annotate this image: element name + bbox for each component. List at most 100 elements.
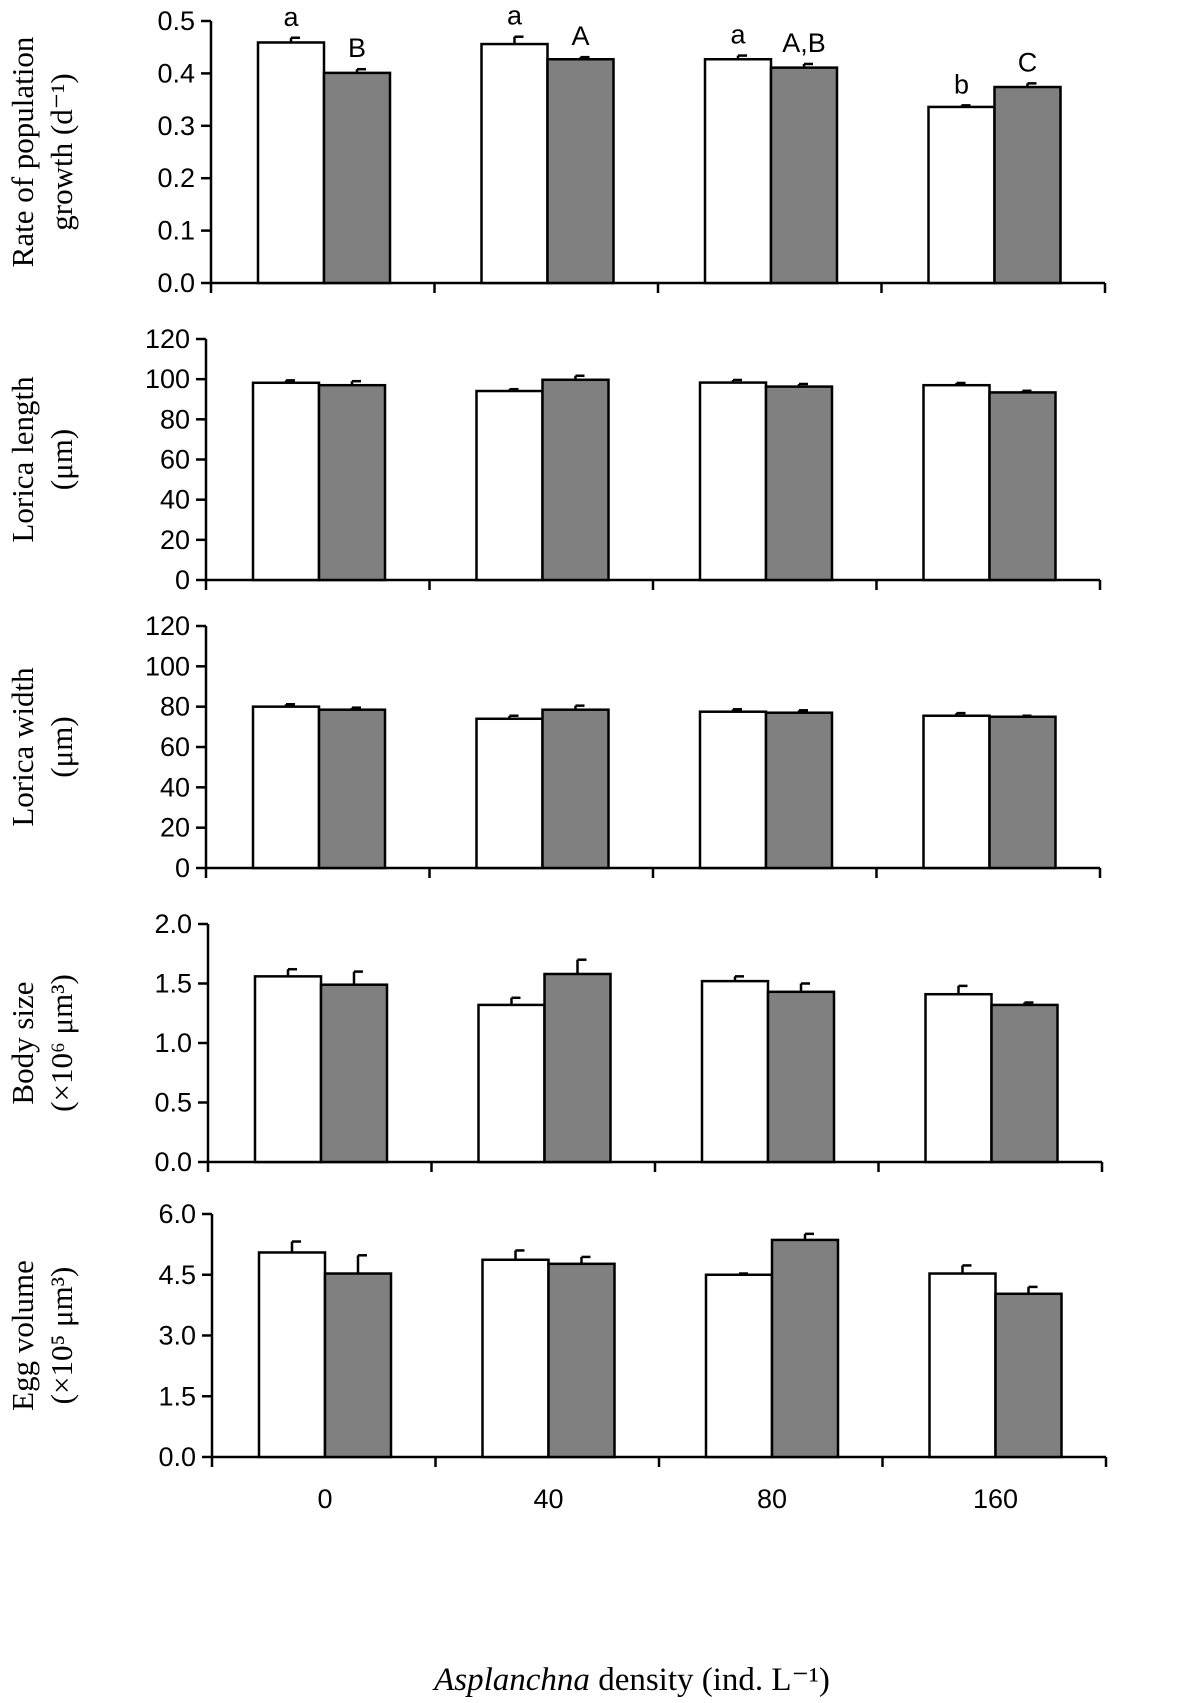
y-tick-label: 80 <box>160 692 190 722</box>
y-tick-label: 1.5 <box>154 969 192 999</box>
bar <box>477 1003 546 1164</box>
x-tick-label: 80 <box>757 1484 787 1514</box>
x-tick-labels: 0 40 80 160 <box>317 1484 1018 1514</box>
bar <box>546 58 615 285</box>
bar <box>928 1272 997 1459</box>
y-tick-label: 0.2 <box>157 163 195 193</box>
bar <box>543 972 612 1164</box>
significance-label: b <box>954 69 969 99</box>
significance-label: A,B <box>782 28 826 58</box>
bar <box>698 381 768 582</box>
bar <box>541 378 610 582</box>
y-axis-title: (×10⁶ μm³) <box>44 974 79 1112</box>
y-axis-title: Egg volume <box>5 1260 40 1411</box>
bar <box>480 42 549 285</box>
y-tick-label: 3.0 <box>158 1321 196 1351</box>
bar <box>922 714 991 870</box>
bar <box>317 383 387 582</box>
significance-label: C <box>1018 47 1038 77</box>
y-tick-label: 2.0 <box>154 909 192 939</box>
x-tick-label: 160 <box>973 1484 1018 1514</box>
y-tick-label: 0 <box>175 565 190 595</box>
bar <box>475 389 544 582</box>
y-tick-label: 40 <box>160 772 190 802</box>
bar <box>988 715 1057 870</box>
bar <box>770 1238 840 1459</box>
y-axis-title: (μm) <box>44 429 79 490</box>
x-axis-title-rest: density (ind. L⁻¹) <box>590 1662 830 1698</box>
y-tick-label: 0.5 <box>154 1088 192 1118</box>
bar <box>927 105 996 285</box>
bar <box>481 1258 550 1459</box>
bar <box>251 705 321 870</box>
y-tick-label: 0.4 <box>157 58 195 88</box>
bar <box>700 979 770 1164</box>
y-tick-label: 100 <box>145 651 190 681</box>
y-axis-title: Body size <box>5 981 40 1104</box>
bar <box>704 1273 774 1459</box>
y-tick-label: 4.5 <box>158 1260 196 1290</box>
y-tick-label: 60 <box>160 732 190 762</box>
y-tick-label: 60 <box>160 445 190 475</box>
y-axis-title: Rate of population <box>5 36 40 267</box>
bar <box>541 708 610 870</box>
y-axis-title: growth (d⁻¹) <box>44 73 79 230</box>
bar <box>547 1262 616 1459</box>
x-axis-title: Asplanchna density (ind. L⁻¹) <box>432 1662 830 1698</box>
chart-panel-4: 0.0 0.5 1.0 1.5 2.0 Body size (×10⁶ μm³) <box>5 909 1104 1177</box>
chart-panel-1: 0.0 0.1 0.2 0.3 0.4 0.5 a Ba A a A,B b C Rate of popu… <box>5 1 1107 298</box>
chart-panel-2: 0 20 40 60 80 100 120 Lorica length (μm) <box>5 324 1102 595</box>
bar <box>475 717 544 870</box>
bar <box>994 1292 1063 1459</box>
x-tick-label: 0 <box>317 1484 332 1514</box>
bar <box>703 58 773 285</box>
bar <box>922 383 991 582</box>
y-tick-label: 1.0 <box>154 1028 192 1058</box>
bar <box>698 710 768 870</box>
significance-label: B <box>348 33 366 63</box>
significance-label: a <box>507 1 523 31</box>
y-tick-label: 0.1 <box>157 216 195 246</box>
y-tick-label: 40 <box>160 485 190 515</box>
x-axis-title-italic: Asplanchna <box>432 1662 590 1698</box>
y-tick-label: 1.5 <box>158 1381 196 1411</box>
y-tick-label: 0.5 <box>157 6 195 36</box>
y-tick-label: 0.3 <box>157 111 195 141</box>
bar <box>766 990 836 1164</box>
y-tick-label: 80 <box>160 404 190 434</box>
bar <box>993 85 1062 285</box>
bar <box>253 975 323 1164</box>
significance-label: A <box>571 21 589 51</box>
y-tick-label: 120 <box>145 324 190 354</box>
bar <box>256 41 326 285</box>
y-tick-label: 0.0 <box>154 1147 192 1177</box>
bar <box>988 391 1057 582</box>
y-axis-title: Lorica length <box>5 376 40 543</box>
y-tick-label: 20 <box>160 813 190 843</box>
bar <box>924 992 993 1164</box>
significance-label: a <box>730 20 746 50</box>
bar <box>319 983 389 1164</box>
chart-panel-3: 0 20 40 60 80 100 120 Lorica width (μm) <box>5 611 1102 883</box>
chart-panels: 0.0 0.1 0.2 0.3 0.4 0.5 a Ba A a A,B b C Rate of popu… <box>5 1 1108 1472</box>
y-axis-title: Lorica width <box>5 667 40 827</box>
y-tick-label: 0 <box>175 853 190 883</box>
y-tick-label: 0.0 <box>157 268 195 298</box>
y-axis-title: (×10⁵ μm³) <box>44 1267 79 1405</box>
bar <box>323 1272 393 1459</box>
bar <box>322 71 392 285</box>
chart-panel-5: 0.0 1.5 3.0 4.5 6.0 Egg volume (×10⁵ μm³) <box>5 1199 1108 1472</box>
bar <box>764 711 834 870</box>
significance-label: a <box>283 2 299 32</box>
x-tick-label: 40 <box>533 1484 563 1514</box>
bar <box>764 385 834 582</box>
bar <box>251 381 321 582</box>
bar <box>769 66 839 285</box>
y-tick-label: 20 <box>160 525 190 555</box>
y-tick-label: 120 <box>145 611 190 641</box>
y-axis-title: (μm) <box>44 716 79 777</box>
bar <box>317 708 387 870</box>
y-tick-label: 0.0 <box>158 1442 196 1472</box>
bar <box>257 1251 327 1459</box>
